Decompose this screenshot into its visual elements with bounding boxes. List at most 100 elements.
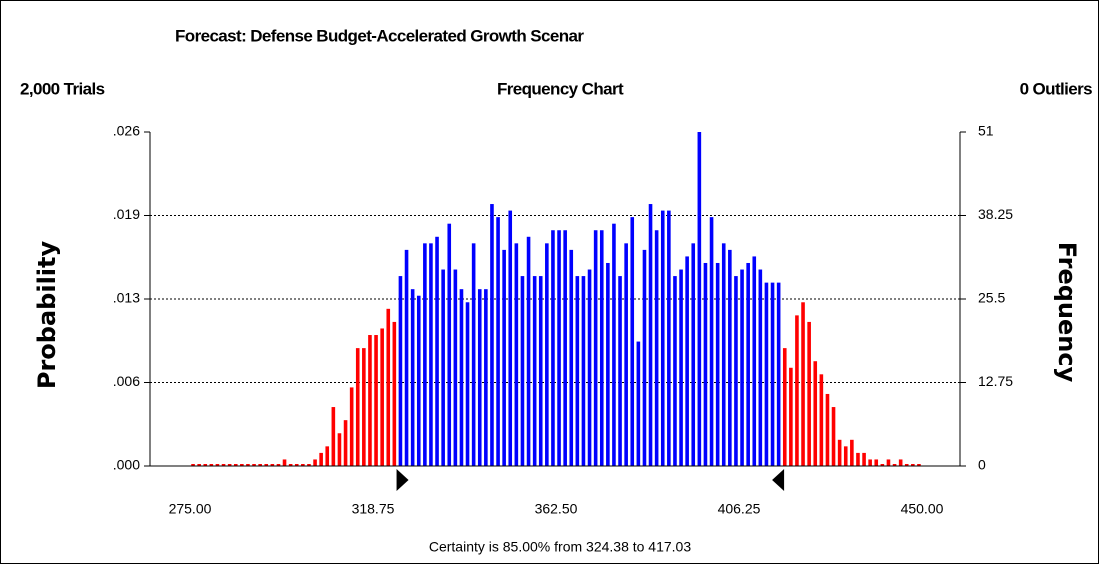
bar	[349, 387, 354, 466]
bar	[355, 348, 360, 466]
bar	[673, 276, 677, 466]
bar	[886, 459, 891, 466]
bar	[416, 295, 421, 466]
chart-title: Forecast: Defense Budget-Accelerated Gro…	[175, 26, 584, 45]
bar	[313, 459, 317, 466]
bar	[301, 464, 305, 466]
bar	[862, 452, 866, 466]
bar	[642, 249, 647, 466]
bar	[453, 269, 458, 466]
bar	[856, 452, 860, 466]
bar	[691, 243, 696, 466]
bar	[551, 230, 555, 466]
x-tick-label: 406.25	[718, 501, 761, 517]
bar	[740, 269, 744, 466]
bar	[703, 262, 708, 466]
bar	[423, 243, 427, 466]
bar	[435, 236, 439, 466]
bar	[368, 335, 372, 466]
bar	[362, 348, 366, 466]
bar	[191, 464, 195, 466]
y-tick-label: .026	[113, 123, 140, 139]
bar	[392, 321, 397, 466]
x-tick-label: 450.00	[901, 501, 944, 517]
bar	[679, 269, 683, 466]
bar	[898, 459, 903, 466]
bar	[203, 464, 208, 466]
bar	[514, 243, 519, 466]
trials-label: 2,000 Trials	[20, 79, 105, 98]
bar	[569, 249, 574, 466]
bar	[459, 289, 464, 466]
bar	[715, 262, 720, 466]
bar	[904, 464, 909, 466]
bar	[215, 464, 220, 466]
bar	[404, 249, 409, 466]
x-tick-label: 318.75	[352, 501, 395, 517]
bar	[496, 217, 500, 466]
bar	[868, 459, 872, 466]
bar	[789, 367, 793, 466]
bar	[484, 289, 488, 466]
bar	[831, 407, 836, 466]
bar	[801, 302, 805, 466]
bar	[258, 464, 262, 466]
y2-tick-label: 38.25	[978, 206, 1013, 222]
bar	[240, 464, 244, 466]
bar	[477, 289, 482, 466]
y2-tick-label: 51	[978, 123, 994, 139]
bar	[490, 204, 494, 466]
bar	[374, 335, 378, 466]
bar	[325, 446, 330, 466]
bar	[874, 459, 879, 466]
bar	[837, 439, 842, 466]
bar	[776, 282, 781, 466]
bar	[380, 328, 384, 466]
bar	[636, 341, 641, 466]
bar	[752, 256, 757, 466]
bar	[721, 243, 726, 466]
bar	[246, 464, 250, 466]
bar	[227, 464, 232, 466]
bar	[447, 223, 452, 466]
y-axis-label: Probability	[33, 241, 61, 390]
bar	[233, 464, 238, 466]
y2-axis-label: Frequency	[1053, 242, 1081, 383]
certainty-marker	[772, 469, 785, 491]
bar	[471, 243, 476, 466]
bar	[850, 439, 854, 466]
bar	[538, 276, 543, 466]
bar	[581, 276, 586, 466]
bar	[587, 269, 592, 466]
bar	[911, 464, 915, 466]
bar	[630, 217, 635, 466]
bar	[709, 217, 714, 466]
bar	[337, 433, 342, 466]
bar	[563, 230, 567, 466]
bar	[282, 459, 287, 466]
bar	[508, 210, 513, 466]
bar	[526, 236, 531, 466]
bar	[746, 262, 750, 466]
bar	[770, 282, 775, 466]
bar	[465, 302, 470, 466]
bar	[618, 276, 622, 466]
bar	[612, 223, 616, 466]
bar	[892, 464, 897, 466]
bar	[734, 276, 738, 466]
y2-tick-label: 25.5	[978, 290, 1005, 306]
bar	[410, 289, 415, 466]
bar	[307, 464, 311, 466]
bar	[667, 210, 671, 466]
bar	[593, 230, 598, 466]
bar	[825, 393, 830, 466]
x-tick-label: 275.00	[169, 501, 212, 517]
bar	[917, 464, 921, 466]
bar	[545, 243, 549, 466]
bar	[398, 276, 403, 466]
bar	[685, 256, 689, 466]
bar	[288, 464, 293, 466]
bar	[520, 276, 525, 466]
bar	[386, 308, 391, 466]
